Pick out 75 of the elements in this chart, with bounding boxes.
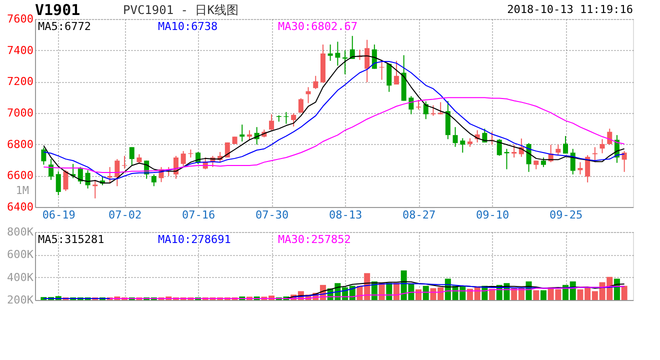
candlestick [41,146,46,166]
text: 2018-10-13 11:19:16 [507,3,633,16]
text: MA30:6802.67 [278,20,358,33]
candlestick [570,148,576,175]
y-tick-label: 800K [7,226,34,238]
candlestick [504,148,510,170]
y-tick-label: 6400 [7,200,34,214]
text: MA5:315281 [38,233,104,246]
candlestick [335,41,340,66]
candlestick [563,136,568,154]
x-tick-label: 09-10 [476,208,510,222]
y-tick-label: 7600 [7,12,34,26]
candlestick [445,100,450,140]
x-tick-label: 09-25 [549,208,583,222]
candlestick [78,166,83,184]
x-tick-label: 07-02 [108,208,142,222]
candlestick [600,138,605,154]
x-tick-label: 07-16 [182,208,216,222]
candlestick [585,154,590,183]
y-tick-label: 7400 [7,44,34,57]
candlestick [246,130,252,140]
candlestick [240,124,245,142]
y-tick-label: 6800 [7,138,34,151]
candlestick [423,100,428,120]
candlestick [56,170,61,196]
text: MA10:278691 [158,233,231,246]
y-tick-label: 7000 [7,106,34,120]
candlestick [151,174,156,187]
candlestick [136,154,142,164]
candlestick [129,146,134,166]
candlestick [306,86,311,104]
candlestick [328,44,333,62]
candlestick [430,104,436,116]
chart-subtitle: PVC1901 - 日K线图 [123,3,238,17]
y-tick-label: 6600 [7,169,34,182]
candlestick [291,112,296,127]
candlestick [386,63,392,92]
x-tick-label: 07-30 [255,208,289,222]
candlestick [122,155,128,170]
candlestick [114,158,120,187]
candlestick [452,126,458,148]
y-tick-label: 200K [7,294,34,306]
candlestick [408,96,414,115]
y-tick-label: 400K [7,270,34,284]
candlestick [578,162,583,175]
candlestick [313,75,318,90]
candlestick [496,138,502,156]
x-tick-label: 08-13 [328,208,362,222]
y-tick-label: 600K [7,248,34,262]
candlestick [622,150,627,172]
candlestick [438,102,444,115]
text: MA30:257852 [278,233,351,246]
candlestick [298,98,304,114]
text: MA5:6772 [38,20,91,33]
candlestick [269,114,274,131]
candlestick [460,138,466,154]
candlestick [607,128,612,146]
candlestick [48,158,54,180]
line-series [109,286,625,300]
x-tick-label: 06-19 [42,208,76,222]
text: MA10:6738 [158,20,218,33]
candlestick [63,170,68,192]
y-tick-label: 7200 [7,75,34,88]
text: 1M [16,184,30,197]
candlestick [92,179,98,199]
candlestick [364,39,370,83]
chart-title: V1901 [35,1,80,19]
candlestick [416,99,422,110]
candlestick [512,144,517,158]
candlestick [180,150,186,167]
x-tick-label: 08-27 [402,208,436,222]
candlestick [556,144,561,156]
candlestick [107,166,112,184]
candlestick [394,60,399,85]
candlestick [540,156,546,168]
